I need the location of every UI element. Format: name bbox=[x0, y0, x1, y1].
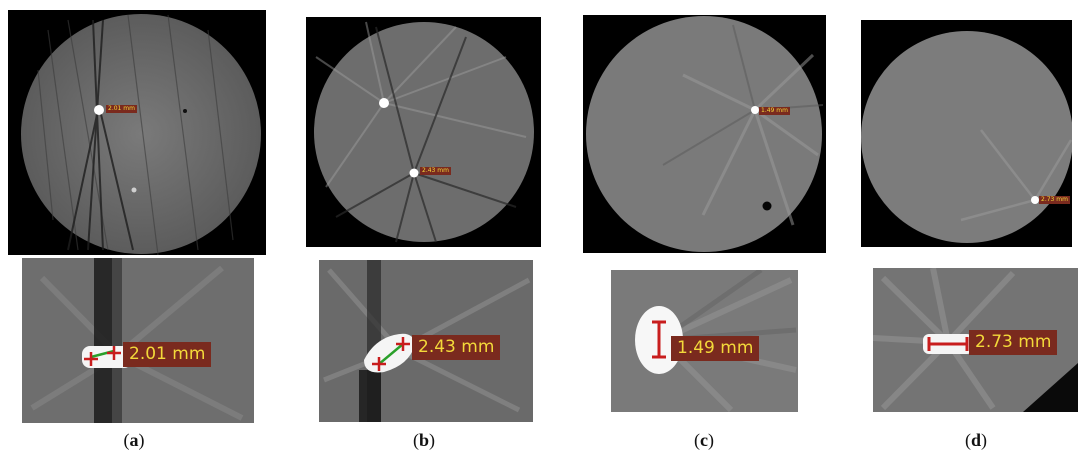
measurement-label-overview-c: 1.49 mm bbox=[759, 107, 790, 115]
caption-c: (c) bbox=[694, 430, 714, 450]
ct-slice-b bbox=[314, 21, 534, 243]
ct-overview-d: 2.73 mm bbox=[861, 20, 1072, 247]
ct-overview-c: 1.49 mm bbox=[583, 15, 826, 253]
ct-slice-a bbox=[21, 14, 261, 255]
ct-zoom-b: 2.43 mm bbox=[319, 260, 533, 422]
measurement-label-zoom-b: 2.43 mm bbox=[412, 335, 501, 360]
caption-b: (b) bbox=[412, 430, 435, 450]
ct-slice-d bbox=[861, 31, 1072, 243]
ct-overview-b: 2.43 mm bbox=[306, 17, 541, 247]
zoom-slice-a bbox=[22, 258, 254, 423]
measurement-label-overview-a: 2.01 mm bbox=[106, 105, 137, 113]
measurement-label-zoom-c: 1.49 mm bbox=[671, 336, 760, 361]
measurement-label-zoom-d: 2.73 mm bbox=[969, 330, 1058, 355]
ct-overview-a: 2.01 mm bbox=[8, 10, 266, 255]
ct-zoom-d: 2.73 mm bbox=[873, 268, 1078, 412]
ct-zoom-a: 2.01 mm bbox=[22, 258, 254, 423]
ct-zoom-c: 1.49 mm bbox=[611, 270, 798, 412]
measurement-label-overview-d: 2.73 mm bbox=[1039, 196, 1070, 204]
ct-slice-c bbox=[586, 16, 824, 252]
caption-d: (d) bbox=[964, 430, 987, 450]
measurement-label-overview-b: 2.43 mm bbox=[420, 167, 451, 175]
caption-a: (a) bbox=[123, 430, 145, 450]
measurement-label-zoom-a: 2.01 mm bbox=[123, 342, 212, 367]
